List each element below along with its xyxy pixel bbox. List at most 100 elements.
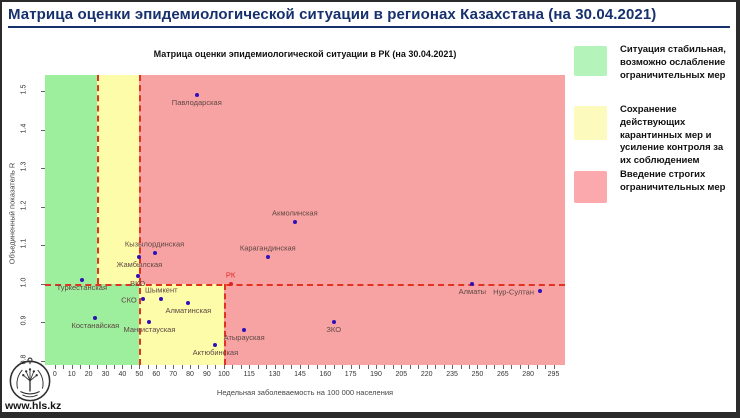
x-tick bbox=[477, 365, 479, 369]
y-tick bbox=[41, 168, 45, 170]
x-tick-label: 220 bbox=[420, 371, 433, 378]
data-point bbox=[147, 320, 152, 325]
x-tick-label: 0 bbox=[52, 371, 57, 378]
zone-lower-green bbox=[45, 283, 140, 365]
x-tick-label: 40 bbox=[118, 371, 127, 378]
tree-emblem-icon bbox=[9, 357, 51, 402]
x-tick-label: 175 bbox=[344, 371, 357, 378]
x-tick-label: 235 bbox=[446, 371, 458, 378]
x-tick bbox=[536, 365, 538, 369]
y-tick-label: 1.5 bbox=[20, 84, 28, 95]
point-label: Мангистауская bbox=[123, 325, 176, 335]
x-tick bbox=[409, 365, 411, 369]
x-tick bbox=[460, 365, 462, 369]
x-tick bbox=[71, 365, 73, 369]
x-tick bbox=[528, 365, 530, 369]
data-point bbox=[331, 320, 336, 325]
x-tick bbox=[156, 365, 158, 369]
zone-lower-yellow bbox=[139, 283, 224, 365]
y-tick-label: 1.1 bbox=[20, 238, 28, 249]
x-tick bbox=[198, 365, 200, 369]
point-label: ЗКО bbox=[326, 325, 342, 335]
x-tick-label: 30 bbox=[101, 371, 110, 378]
y-tick bbox=[41, 360, 45, 362]
x-tick-label: 265 bbox=[496, 371, 509, 378]
x-tick-label: 10 bbox=[67, 371, 76, 378]
x-tick bbox=[553, 365, 555, 369]
legend-label: Ситуация стабильная, возможно ослабление… bbox=[620, 44, 726, 81]
chart-title: Матрица оценки эпидемиологической ситуац… bbox=[153, 49, 457, 59]
x-tick-label: 60 bbox=[152, 371, 161, 378]
x-tick bbox=[384, 365, 386, 369]
x-tick bbox=[206, 365, 208, 369]
data-point bbox=[470, 281, 475, 286]
data-point bbox=[194, 93, 199, 98]
data-point bbox=[93, 316, 98, 321]
point-label: Кызылординская bbox=[124, 239, 185, 249]
x-tick bbox=[122, 365, 124, 369]
legend-label: Сохранение действующих карантинных мер и… bbox=[620, 104, 724, 167]
x-tick bbox=[350, 365, 352, 369]
x-tick bbox=[519, 365, 521, 369]
x-tick bbox=[359, 365, 361, 369]
legend-swatch bbox=[574, 106, 607, 140]
x-tick-label: 250 bbox=[471, 371, 484, 378]
x-tick-label: 80 bbox=[186, 371, 194, 378]
x-tick-label: 295 bbox=[547, 371, 560, 378]
y-tick-label: 1.3 bbox=[20, 161, 28, 172]
threshold-line-x100 bbox=[223, 283, 226, 365]
zone-upper-pink bbox=[139, 75, 565, 284]
y-tick-label: 1.4 bbox=[20, 123, 28, 134]
x-tick bbox=[130, 365, 132, 369]
x-tick bbox=[240, 365, 242, 369]
x-tick-label: 20 bbox=[84, 371, 93, 378]
point-label: Алматинская bbox=[165, 305, 212, 315]
x-tick bbox=[308, 365, 310, 369]
x-tick bbox=[443, 365, 445, 369]
scatter-plot-area: Туркестанская Костанайская ВКО Жамбылская СК… bbox=[45, 75, 565, 365]
threshold-line-x50 bbox=[139, 75, 142, 365]
data-point bbox=[213, 343, 218, 348]
x-tick-label: 115 bbox=[243, 371, 255, 378]
data-point bbox=[265, 254, 270, 259]
x-tick bbox=[392, 365, 394, 369]
x-tick-label: 70 bbox=[169, 371, 178, 378]
x-tick bbox=[291, 365, 293, 369]
x-tick bbox=[435, 365, 437, 369]
x-tick bbox=[181, 365, 183, 369]
page-header: Матрица оценки эпидемиологической ситуац… bbox=[8, 6, 730, 28]
x-tick bbox=[502, 365, 504, 369]
x-axis-title: Недельная заболеваемость на 100 000 насе… bbox=[216, 388, 394, 397]
x-tick bbox=[401, 365, 403, 369]
y-axis-title: Объединенный показатель R bbox=[7, 162, 17, 265]
x-tick bbox=[105, 365, 107, 369]
point-label: Жамбылская bbox=[116, 259, 163, 269]
point-label: Туркестанская bbox=[56, 282, 108, 292]
point-label: Алматы bbox=[458, 286, 487, 296]
x-tick bbox=[113, 365, 115, 369]
x-tick bbox=[173, 365, 175, 369]
x-tick bbox=[494, 365, 496, 369]
x-tick-label: 205 bbox=[395, 371, 408, 378]
x-tick bbox=[468, 365, 470, 369]
point-label: ВКО bbox=[130, 279, 146, 289]
x-tick-label: 145 bbox=[294, 371, 306, 378]
x-tick bbox=[545, 365, 547, 369]
y-tick-label: 0.9 bbox=[20, 315, 28, 326]
y-tick bbox=[41, 283, 45, 285]
data-point bbox=[186, 300, 191, 305]
x-tick bbox=[147, 365, 149, 369]
x-tick bbox=[342, 365, 344, 369]
x-tick bbox=[63, 365, 65, 369]
threshold-line-x25 bbox=[97, 75, 100, 284]
x-tick bbox=[283, 365, 285, 369]
legend-swatch bbox=[574, 46, 607, 76]
x-tick bbox=[88, 365, 90, 369]
x-tick-label: 90 bbox=[203, 371, 211, 378]
x-tick bbox=[376, 365, 377, 369]
x-tick-label: 100 bbox=[218, 371, 230, 378]
zone-upper-green bbox=[45, 75, 98, 284]
page-title: Матрица оценки эпидемиологической ситуац… bbox=[8, 6, 657, 23]
x-tick bbox=[139, 365, 141, 369]
